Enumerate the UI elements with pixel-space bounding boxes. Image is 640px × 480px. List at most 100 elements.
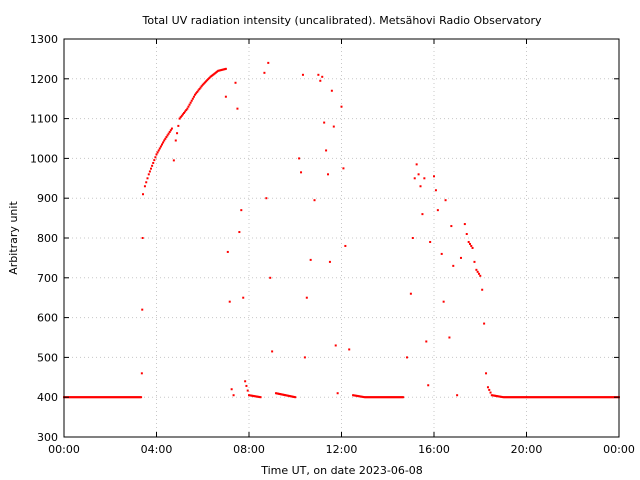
data-point-trace (372, 396, 375, 399)
data-point-trace (102, 396, 105, 399)
data-point-trace (603, 396, 606, 399)
data-point-trace (166, 134, 169, 137)
data-point (155, 153, 158, 156)
data-point (142, 193, 145, 196)
data-point-trace (282, 393, 285, 396)
data-point-trace (388, 396, 391, 399)
data-point (475, 268, 478, 271)
data-point-trace (544, 396, 547, 399)
data-point (344, 244, 347, 247)
data-point-trace (152, 161, 155, 164)
data-point-trace (575, 396, 578, 399)
data-point-trace (558, 396, 561, 399)
data-point-trace (586, 396, 589, 399)
data-point-trace (191, 97, 194, 100)
data-point (300, 171, 303, 174)
data-point-trace (382, 396, 385, 399)
data-point-trace (161, 143, 164, 146)
data-point (325, 149, 328, 152)
data-point (232, 394, 235, 397)
x-tick-label: 00:00 (603, 443, 635, 456)
data-point-trace (398, 396, 401, 399)
data-point-trace (199, 86, 202, 89)
data-point-trace (397, 396, 400, 399)
data-point (502, 396, 505, 399)
data-point-trace (582, 396, 585, 399)
data-point-trace (251, 394, 254, 397)
y-tick-label: 500 (37, 351, 58, 364)
data-point-trace (569, 396, 572, 399)
data-point-trace (387, 396, 390, 399)
data-point-trace (512, 396, 515, 399)
data-point-trace (139, 396, 142, 399)
data-point-trace (158, 147, 161, 150)
data-point-trace (156, 151, 159, 154)
data-point-trace (503, 396, 506, 399)
data-point-trace (257, 395, 260, 398)
data-point-trace (115, 396, 118, 399)
data-point-trace (601, 396, 604, 399)
data-point-trace (538, 396, 541, 399)
data-point-trace (197, 89, 200, 92)
data-point-trace (222, 68, 225, 71)
data-point-trace (373, 396, 376, 399)
data-point (450, 225, 453, 228)
data-point (226, 250, 229, 253)
data-point-trace (364, 396, 367, 399)
data-point-trace (470, 244, 473, 247)
data-point (456, 394, 459, 397)
data-point-trace (530, 396, 533, 399)
data-point-trace (368, 396, 371, 399)
data-point-trace (511, 396, 514, 399)
data-point-trace (362, 396, 365, 399)
data-point-trace (183, 111, 186, 114)
data-point-trace (504, 396, 507, 399)
data-point-trace (98, 396, 101, 399)
data-point-trace (555, 396, 558, 399)
data-point-trace (552, 396, 555, 399)
data-point-trace (135, 396, 138, 399)
data-point-trace (122, 396, 125, 399)
data-point-trace (489, 391, 492, 394)
data-point (224, 67, 227, 70)
data-point-trace (520, 396, 523, 399)
data-point-trace (278, 392, 281, 395)
data-point-trace (84, 396, 87, 399)
data-point-trace (202, 82, 205, 85)
data-point (340, 105, 343, 108)
data-point-trace (547, 396, 550, 399)
y-axis-label: Arbitrary unit (7, 201, 20, 275)
data-point-trace (287, 394, 290, 397)
data-point-trace (523, 396, 526, 399)
data-point-trace (252, 394, 255, 397)
data-point-trace (600, 396, 603, 399)
data-point (481, 288, 484, 291)
data-point-trace (612, 396, 615, 399)
data-point (330, 89, 333, 92)
data-point-trace (149, 167, 152, 170)
data-point (465, 233, 468, 236)
data-point-trace (611, 396, 614, 399)
data-point-trace (495, 394, 498, 397)
data-point-trace (548, 396, 551, 399)
data-point-trace (542, 396, 545, 399)
plot-frame (63, 38, 620, 438)
data-point (427, 384, 430, 387)
data-point (186, 107, 189, 110)
data-point (263, 71, 266, 74)
data-point-trace (532, 396, 535, 399)
data-point-trace (216, 70, 219, 73)
data-point-trace (375, 396, 378, 399)
data-point-trace (585, 396, 588, 399)
data-point-trace (377, 396, 380, 399)
data-point-trace (74, 396, 77, 399)
data-point (433, 175, 435, 178)
data-point-trace (75, 396, 78, 399)
data-point (352, 394, 355, 397)
data-point-trace (590, 396, 593, 399)
data-point (274, 392, 277, 395)
y-tick-label: 1200 (30, 73, 58, 86)
data-point-trace (589, 396, 592, 399)
data-point-trace (476, 270, 479, 273)
data-point-trace (80, 396, 83, 399)
